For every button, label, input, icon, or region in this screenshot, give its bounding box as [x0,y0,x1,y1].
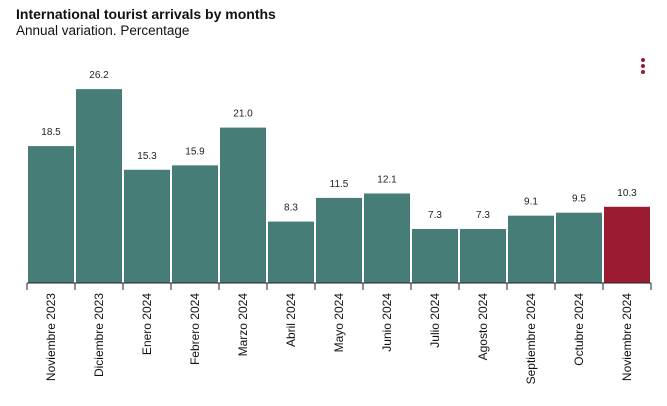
bar[interactable] [316,197,362,283]
data-label: 9.1 [524,197,538,208]
data-label: 18.5 [41,127,61,138]
bar[interactable] [220,127,266,283]
bar[interactable] [556,212,602,283]
x-tick-label: Mayo 2024 [332,293,346,353]
x-tick-label: Noviembre 2023 [44,293,58,381]
x-tick-label: Febrero 2024 [188,293,202,365]
bar[interactable] [364,193,410,283]
x-tick-label: Junio 2024 [380,293,394,352]
data-label: 9.5 [572,194,586,205]
x-tick-label: Diciembre 2023 [92,293,106,377]
data-label: 15.3 [137,151,157,162]
value-labels-group: 18.5 26.2 15.3 15.9 21.0 8.3 11.5 12.1 7.3 7.3 9.1… [41,70,637,221]
data-label: 15.9 [185,146,205,157]
bar[interactable] [124,169,170,283]
data-label: 7.3 [476,210,490,221]
bar[interactable] [268,221,314,283]
x-tick-label: Marzo 2024 [236,293,250,357]
bar[interactable] [604,206,650,283]
data-label: 11.5 [330,179,349,190]
kebab-menu-icon[interactable] [638,58,648,74]
category-labels-group: Noviembre 2023 Diciembre 2023 Enero 2024 Fe… [44,293,634,385]
x-ticks-group [26,283,652,290]
chart-subtitle: Annual variation. Percentage [16,23,190,38]
bars-group [28,89,650,284]
data-label: 26.2 [89,70,109,81]
x-tick-label: Abril 2024 [284,293,298,347]
bar[interactable] [460,228,506,283]
x-tick-label: Agosto 2024 [476,293,490,361]
x-tick-label: Octubre 2024 [572,293,586,366]
bar[interactable] [508,215,554,283]
bar[interactable] [28,146,74,283]
data-label: 7.3 [428,210,442,221]
x-tick-label: Septiembre 2024 [524,293,538,385]
bar[interactable] [172,165,218,283]
data-label: 12.1 [377,174,397,185]
data-label: 10.3 [617,188,637,199]
data-label: 8.3 [284,203,298,214]
x-tick-label: Noviembre 2024 [620,293,634,381]
bar[interactable] [412,228,458,283]
x-tick-label: Julio 2024 [428,293,442,348]
chart-title: International tourist arrivals by months [16,6,276,22]
data-label: 21.0 [233,109,253,120]
bar[interactable] [76,89,122,284]
x-tick-label: Enero 2024 [140,293,154,355]
